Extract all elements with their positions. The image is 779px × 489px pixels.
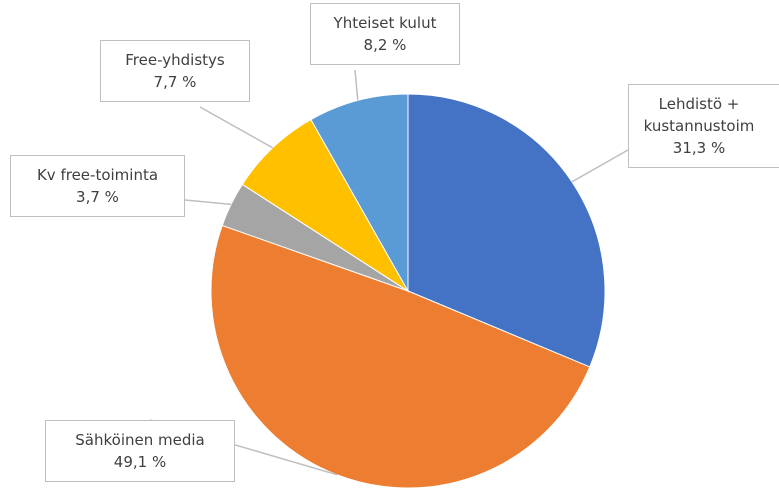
leader-line	[571, 149, 629, 183]
leader-line	[184, 199, 232, 206]
data-label: Lehdistö + kustannustoim 31,3 %	[628, 84, 779, 168]
data-label: Free-yhdistys 7,7 %	[100, 40, 250, 102]
leader-line	[199, 106, 274, 149]
data-label: Sähköinen media 49,1 %	[45, 420, 235, 482]
leader-line	[354, 69, 359, 101]
label-value: 3,7 %	[76, 188, 119, 206]
pie-slice	[310, 93, 409, 293]
label-value: 31,3 %	[672, 139, 726, 157]
data-label: Yhteiset kulut 8,2 %	[310, 3, 460, 65]
pie-slice	[210, 224, 591, 489]
label-name: Free-yhdistys	[125, 51, 225, 69]
label-name: Kv free-toiminta	[36, 166, 159, 184]
pie-slice	[241, 118, 409, 292]
data-label: Kv free-toiminta 3,7 %	[10, 155, 185, 217]
label-value: 49,1 %	[113, 453, 167, 471]
label-name: Lehdistö + kustannustoim	[643, 95, 755, 135]
label-name: Sähköinen media	[75, 431, 205, 449]
label-value: 8,2 %	[363, 36, 407, 54]
label-value: 7,7 %	[153, 73, 197, 91]
label-name: Yhteiset kulut	[333, 14, 437, 32]
